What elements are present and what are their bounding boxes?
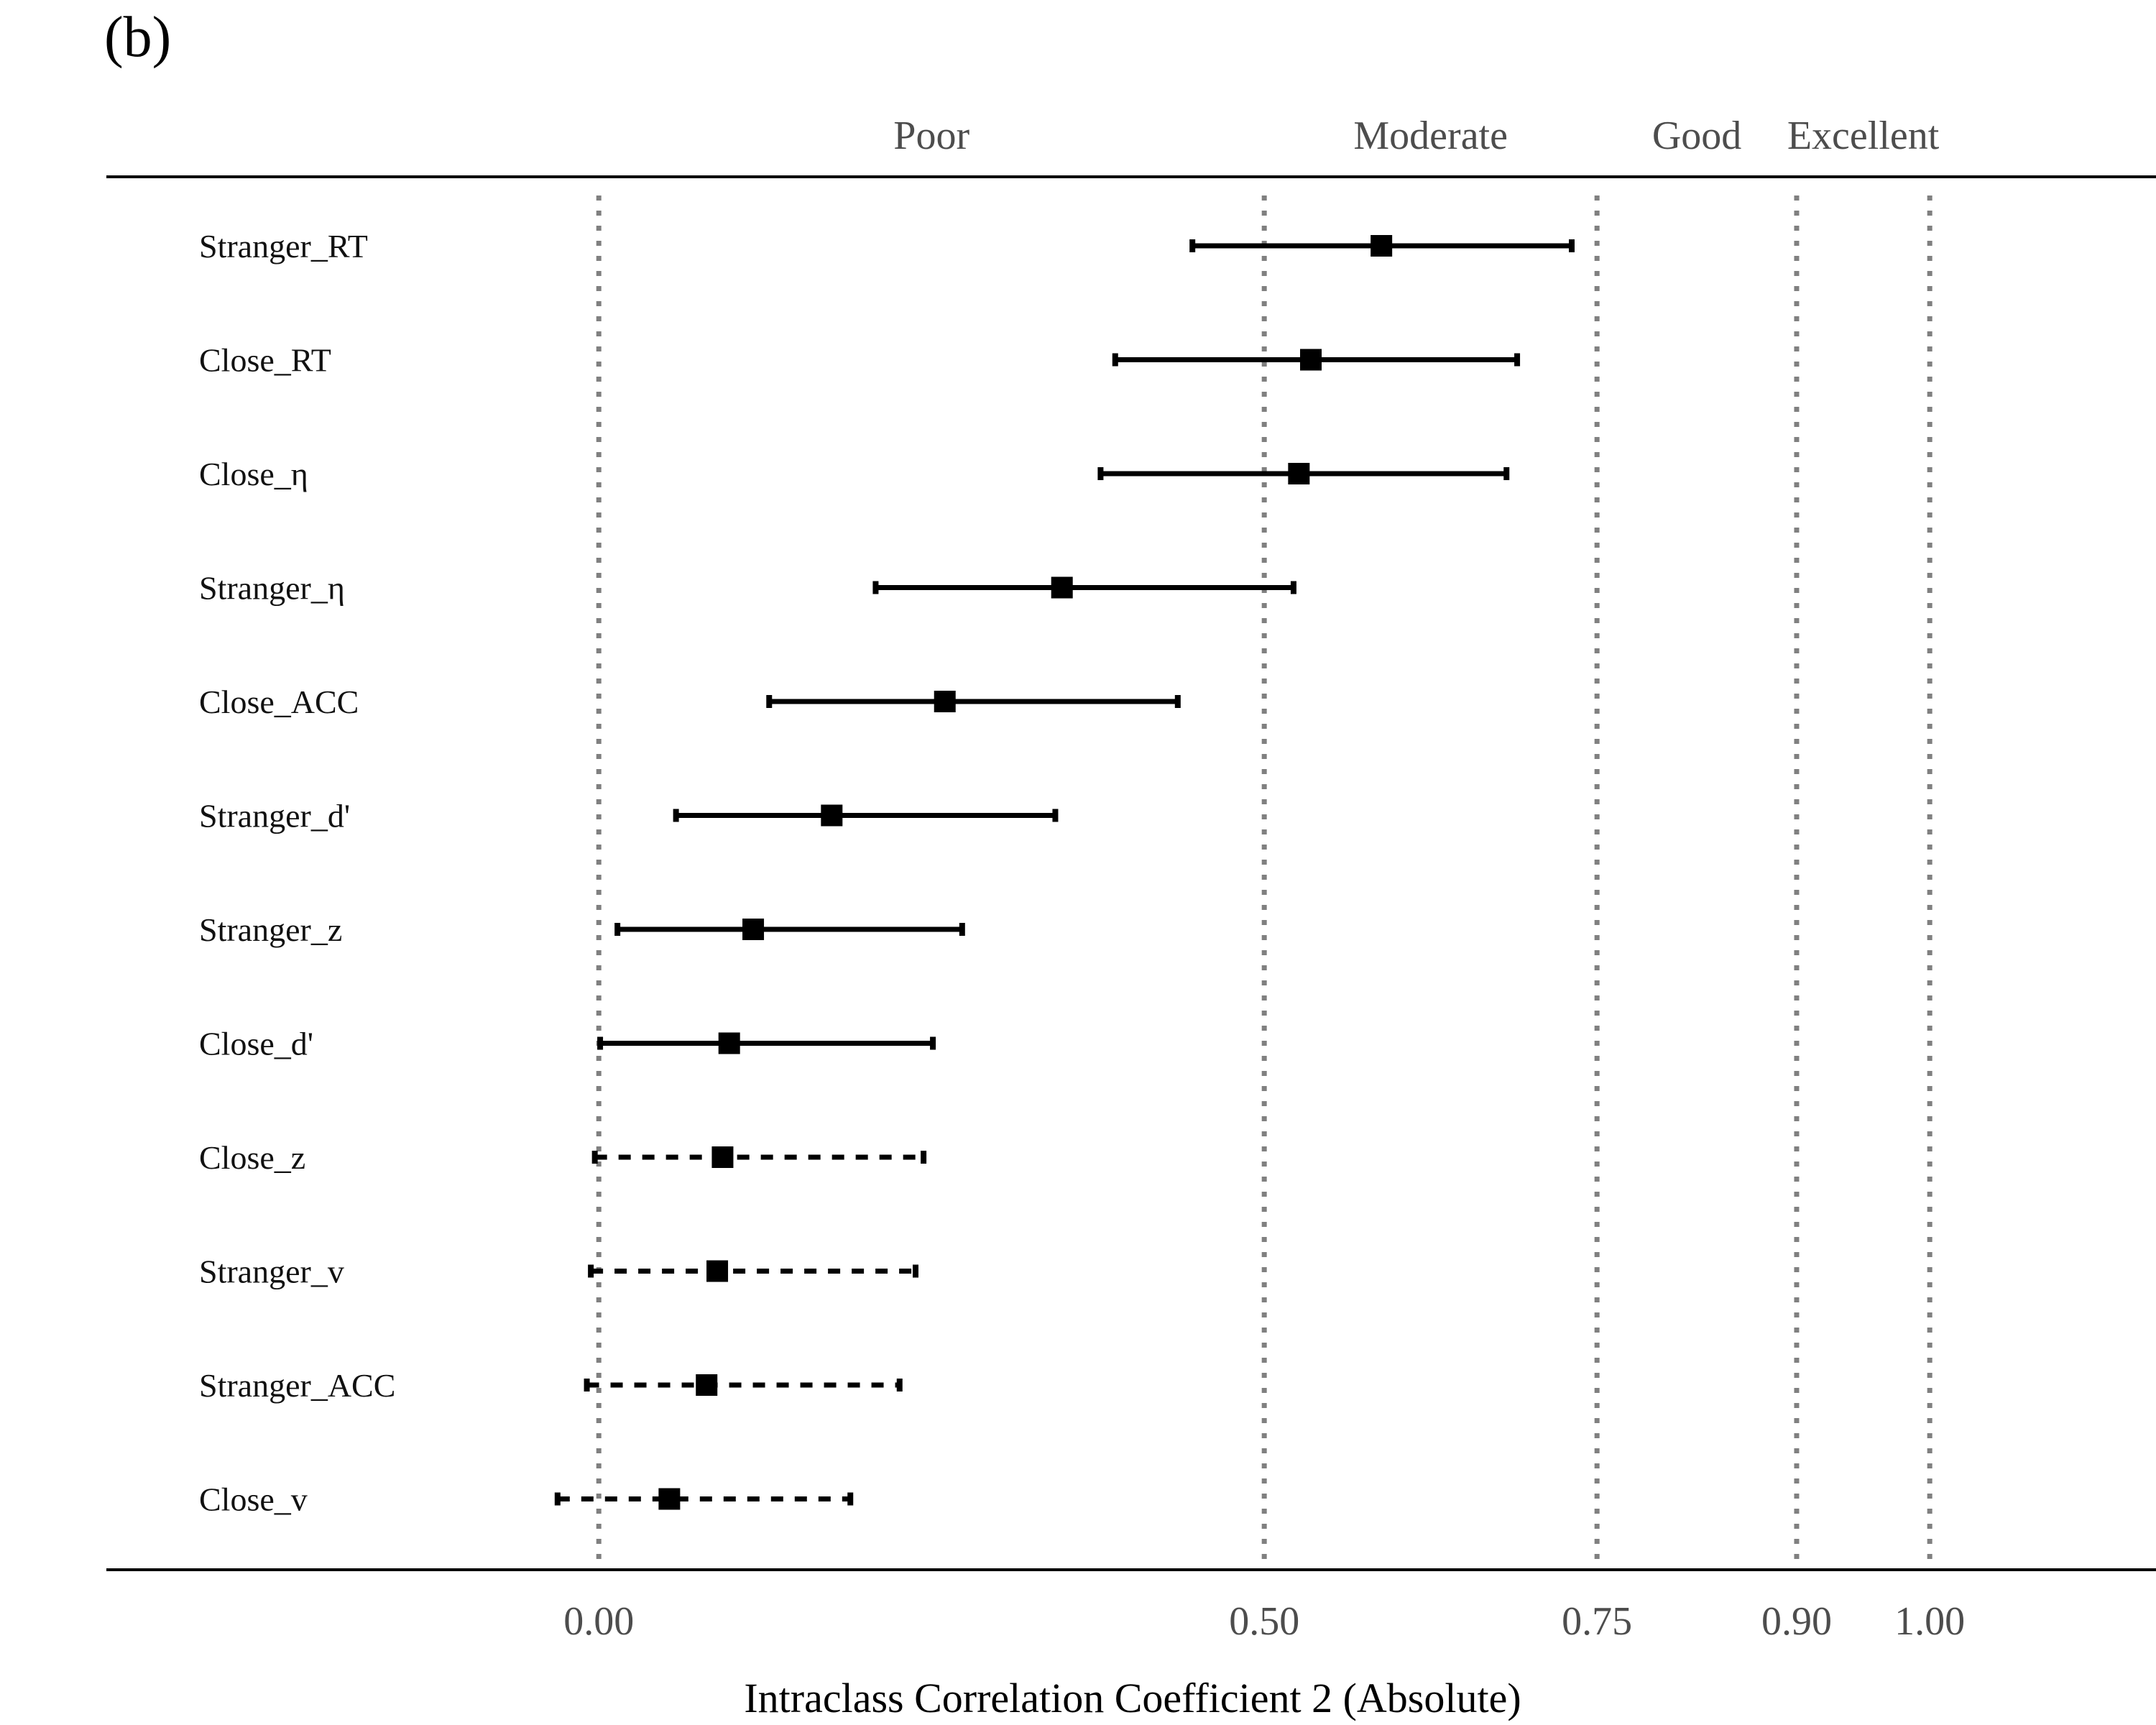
row-label: Stranger_v [199,1254,344,1290]
panel-label: (b) [104,6,171,69]
row-label: Close_d' [199,1026,313,1062]
x-tick-label: 1.00 [1894,1599,1965,1644]
reference-lines [596,196,1932,1570]
x-tick-label: 0.75 [1562,1599,1632,1644]
row: Stranger_z [199,911,965,948]
row-label: Close_ACC [199,684,359,720]
estimate-marker [1370,235,1393,257]
estimate-rows: Stranger_RT Close_RT Close_η Stranger_η Clos… [199,228,1575,1518]
row-label: Stranger_ACC [199,1367,395,1404]
x-tick-label: 0.00 [563,1599,634,1644]
estimate-marker [934,691,956,712]
row-label: Close_z [199,1139,305,1176]
row-label: Stranger_η [199,570,345,607]
row-label: Stranger_z [199,911,342,948]
estimate-marker [711,1146,734,1168]
estimate-marker [718,1032,740,1054]
estimate-marker [658,1488,681,1510]
row-label: Close_η [199,456,308,492]
row: Close_z [199,1139,927,1176]
estimate-marker [706,1260,729,1282]
row: Stranger_d' [199,798,1059,834]
row: Stranger_v [199,1254,918,1290]
band-label-poor: Poor [893,114,969,158]
reliability-bands: Poor Moderate Good Excellent [893,114,1939,158]
estimate-marker [696,1374,718,1396]
band-label-excellent: Excellent [1787,114,1940,158]
band-label-good: Good [1652,114,1741,158]
row: Close_RT [199,342,1521,379]
estimate-marker [1051,576,1073,599]
row-label: Close_RT [199,342,331,379]
row: Stranger_ACC [199,1367,903,1404]
x-axis-ticks: 0.00 0.50 0.75 0.90 1.00 [563,1599,1965,1644]
row: Close_ACC [199,684,1181,720]
estimate-marker [742,919,765,940]
row: Close_v [199,1481,854,1518]
x-tick-label: 0.50 [1229,1599,1299,1644]
row: Stranger_η [199,570,1296,607]
estimate-marker [1300,349,1322,371]
x-axis-title: Intraclass Correlation Coefficient 2 (Ab… [744,1675,1521,1721]
estimate-marker [1288,463,1310,484]
row-label: Stranger_RT [199,228,368,264]
row: Stranger_RT [199,228,1575,264]
row: Close_d' [199,1026,936,1062]
estimate-marker [821,804,843,827]
row-label: Close_v [199,1481,308,1518]
x-tick-label: 0.90 [1761,1599,1832,1644]
band-label-moderate: Moderate [1353,114,1508,158]
row: Close_η [199,456,1510,492]
row-label: Stranger_d' [199,798,350,834]
